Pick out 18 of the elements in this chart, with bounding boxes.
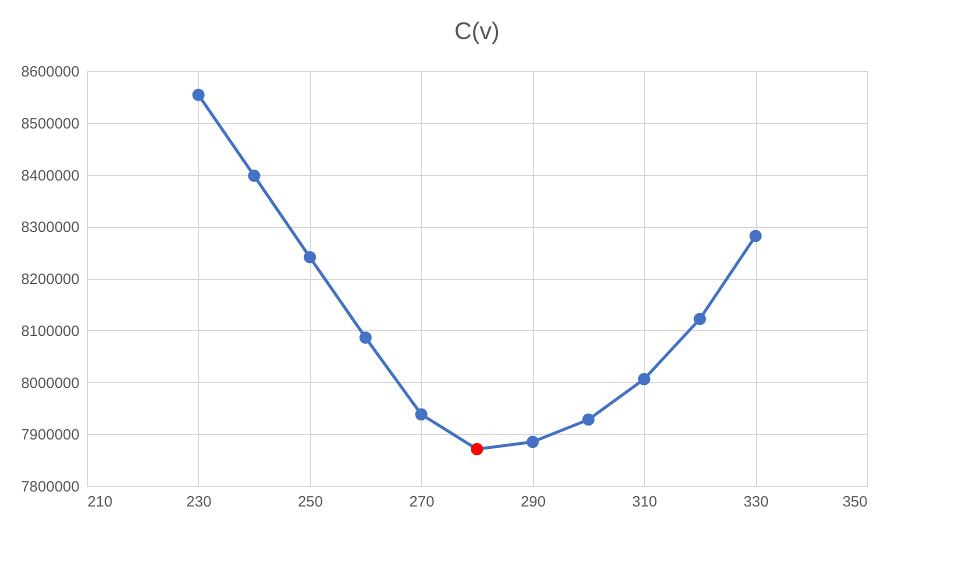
y-tick-label: 8400000 xyxy=(21,167,80,184)
x-tick-label: 310 xyxy=(632,494,658,510)
y-tick-label: 8300000 xyxy=(21,219,80,236)
y-tick-label: 8100000 xyxy=(21,322,80,340)
x-tick-label: 210 xyxy=(88,494,113,510)
x-tick-label: 230 xyxy=(186,494,212,510)
y-tick-label: 8500000 xyxy=(21,115,80,132)
y-tick-label: 7800000 xyxy=(21,478,80,496)
x-tick-label: 250 xyxy=(298,494,323,510)
x-tick-label: 270 xyxy=(409,494,434,510)
x-tick-label: 330 xyxy=(744,494,769,510)
x-tick-label: 290 xyxy=(520,494,546,510)
y-tick-label: 8200000 xyxy=(21,271,80,288)
y-tick-label: 8000000 xyxy=(21,374,80,392)
x-tick-label: 350 xyxy=(842,494,868,510)
y-tick-label: 8600000 xyxy=(21,64,80,80)
chart-title: C(v) xyxy=(454,18,500,45)
y-tick-label: 7900000 xyxy=(21,426,80,444)
